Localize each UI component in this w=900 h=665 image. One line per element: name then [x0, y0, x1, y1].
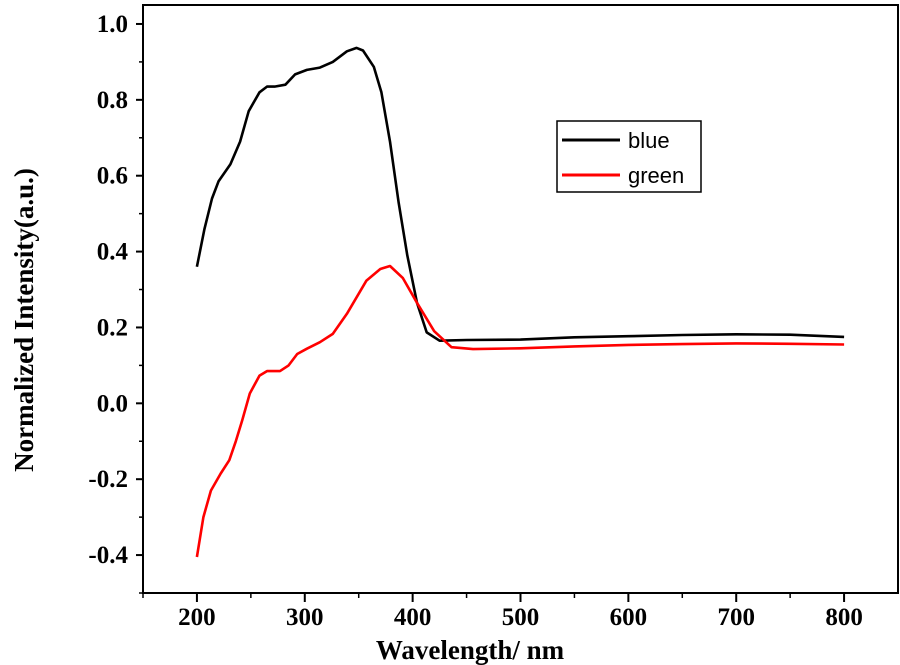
x-tick-label: 800 — [825, 604, 863, 631]
x-axis-label: Wavelength/ nm — [376, 635, 565, 665]
y-tick-label: 0.4 — [97, 239, 129, 266]
y-axis-label: Normalized Intensity(a.u.) — [9, 168, 39, 472]
legend: blue green — [556, 120, 702, 193]
x-tick-label: 200 — [178, 604, 216, 631]
x-tick-label: 700 — [717, 604, 755, 631]
series-line-blue — [195, 46, 845, 343]
x-tick-label: 400 — [394, 604, 432, 631]
y-tick-label: 0.8 — [97, 87, 128, 114]
x-tick-label: 600 — [610, 604, 648, 631]
y-tick-label: -0.2 — [88, 466, 128, 493]
x-tick-label: 300 — [286, 604, 324, 631]
legend-label-green: green — [628, 163, 684, 188]
y-tick-label: 0.0 — [97, 390, 128, 417]
y-tick-label: -0.4 — [88, 542, 128, 569]
y-tick-label: 1.0 — [97, 11, 128, 38]
y-tick-label: 0.6 — [97, 163, 128, 190]
series-line-green — [195, 264, 845, 558]
y-tick-label: 0.2 — [97, 314, 128, 341]
legend-box — [556, 120, 702, 193]
legend-label-blue: blue — [628, 128, 670, 153]
plot-frame — [142, 4, 899, 594]
x-tick-label: 500 — [502, 604, 540, 631]
